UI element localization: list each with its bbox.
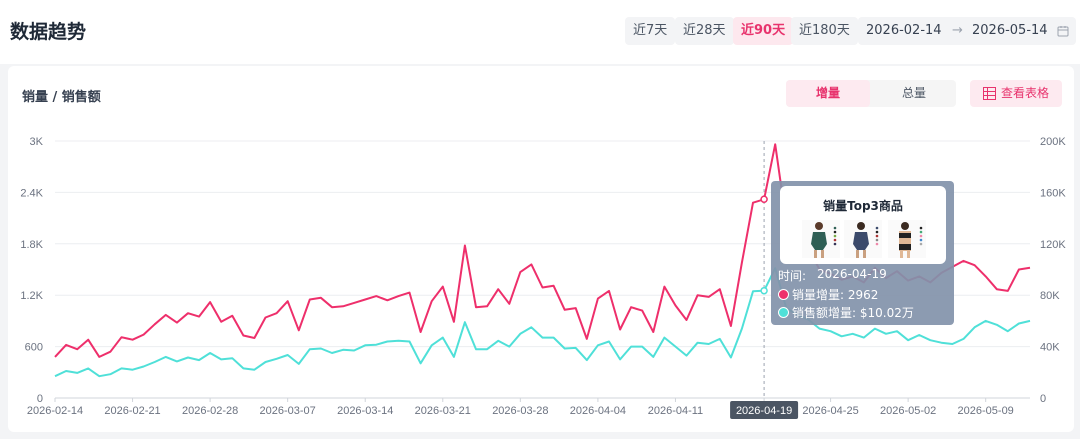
bikini-black-icon[interactable]	[888, 220, 926, 258]
x-hover-label-bg	[730, 401, 799, 419]
x-tick-label: 2026-02-28	[182, 405, 238, 417]
y-right-tick-label: 40K	[1040, 342, 1060, 354]
y-right-tick-label: 120K	[1040, 239, 1066, 251]
range-28d-button[interactable]: 近28天	[675, 17, 734, 45]
top3-title: 销量Top3商品	[823, 199, 903, 213]
total-tab[interactable]: 总量	[901, 86, 926, 100]
tooltip-date-label: 时间:	[778, 269, 807, 283]
table-icon	[983, 87, 996, 100]
date-range-picker[interactable]: 2026-02-14 → 2026-05-14	[858, 17, 1076, 45]
x-tick-label: 2026-03-14	[337, 405, 393, 417]
x-hover-label: 2026-04-19	[736, 405, 792, 417]
calendar-icon	[1057, 26, 1069, 37]
swimsuit-navy-icon[interactable]	[844, 220, 882, 258]
top3-products-panel: 销量Top3商品	[780, 186, 946, 264]
sales-legend-dot	[778, 289, 789, 300]
top-bar: 数据趋势 近7天 近28天 近90天 近180天 2026-02-14 → 20…	[0, 0, 1080, 64]
tooltip-revenue-label: 销售额增量:	[792, 306, 857, 320]
view-table-button[interactable]: 查看表格	[970, 80, 1062, 107]
tooltip-sales-label: 销量增量:	[792, 288, 845, 302]
x-tick-label: 2026-02-21	[104, 405, 160, 417]
view-table-label: 查看表格	[1001, 86, 1050, 100]
revenue-hover-point	[760, 286, 768, 295]
range-90d-button[interactable]: 近90天	[733, 17, 794, 45]
x-tick-label: 2026-03-28	[492, 405, 548, 417]
x-tick-label: 2026-05-09	[958, 405, 1014, 417]
increment-tab[interactable]: 增量	[786, 80, 870, 107]
tooltip-sales-value: 2962	[847, 288, 879, 302]
sales-hover-point	[760, 195, 768, 204]
tooltip-revenue-value: $10.02万	[859, 306, 914, 320]
swimsuit-green-icon[interactable]	[802, 220, 840, 258]
x-tick-label: 2026-04-11	[648, 405, 703, 417]
y-right-tick-label: 0	[1040, 393, 1046, 405]
date-range-separator: →	[952, 23, 963, 38]
revenue-line	[54, 267, 1031, 378]
tooltip-sales-row: 销量增量: 2962	[778, 286, 878, 303]
mode-toggle: 增量 总量	[786, 80, 956, 107]
y-left-tick-label: 3K	[30, 136, 44, 148]
x-tick-label: 2026-05-02	[880, 405, 936, 417]
y-left-tick-label: 600	[25, 342, 43, 354]
y-right-tick-label: 80K	[1040, 290, 1060, 302]
range-180d-button[interactable]: 近180天	[791, 17, 858, 45]
x-tick-label: 2026-02-14	[27, 405, 83, 417]
y-left-tick-label: 0	[37, 393, 43, 405]
y-right-tick-label: 200K	[1040, 136, 1066, 148]
page-title: 数据趋势	[10, 21, 87, 43]
y-left-tick-label: 1.8K	[20, 239, 43, 251]
start-date: 2026-02-14	[866, 23, 942, 38]
tooltip-date: 2026-04-19	[817, 267, 887, 281]
card-title: 销量 / 销售额	[22, 90, 101, 105]
x-tick-label: 2026-04-25	[802, 405, 858, 417]
chart-tooltip: 销量Top3商品 时间: 2026-04-19 销量增量: 2962	[771, 181, 954, 325]
x-tick-label: 2026-04-04	[570, 405, 626, 417]
revenue-legend-dot	[778, 307, 789, 318]
range-7d-button[interactable]: 近7天	[625, 17, 676, 45]
y-right-tick-label: 160K	[1040, 187, 1066, 199]
tooltip-revenue-row: 销售额增量: $10.02万	[778, 304, 914, 321]
y-left-tick-label: 1.2K	[20, 290, 43, 302]
end-date: 2026-05-14	[972, 23, 1048, 38]
x-tick-label: 2026-03-21	[415, 405, 471, 417]
y-left-tick-label: 2.4K	[20, 187, 43, 199]
x-tick-label: 2026-03-07	[260, 405, 316, 417]
